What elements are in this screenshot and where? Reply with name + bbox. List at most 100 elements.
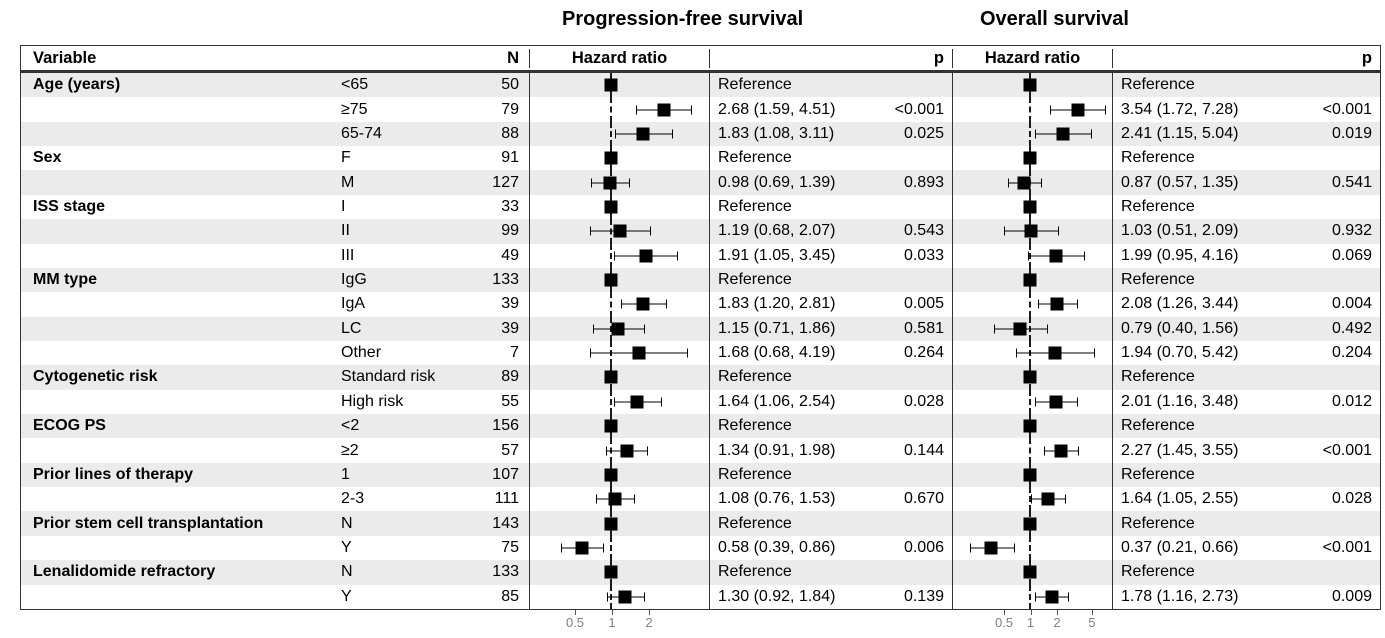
pfs-estimate-cell: 1.30 (0.92, 1.84) 0.139	[710, 585, 952, 609]
pfs-estimate-cell: Reference	[710, 560, 952, 584]
pfs-hr-marker	[618, 590, 632, 604]
subgroup-cell: Standard risk	[341, 368, 436, 386]
os-reference-line	[1028, 292, 1031, 317]
os-estimate-cell: 1.78 (1.16, 2.73) 0.009	[1113, 585, 1380, 609]
os-reference-line	[1028, 584, 1031, 609]
pfs-estimate-text: Reference	[718, 271, 792, 289]
table-row: IgA 39 1.83 (1.20, 2.81) 0.005 2.08 (1.26, 3…	[21, 292, 1380, 317]
pfs-forest-cell	[529, 170, 710, 195]
os-estimate-cell: 0.79 (0.40, 1.56) 0.492	[1113, 317, 1380, 341]
pfs-estimate-text: 2.68 (1.59, 4.51)	[718, 100, 836, 118]
pfs-p-value: 0.264	[903, 344, 944, 362]
pfs-ci-cap	[602, 543, 604, 553]
pfs-reference-line	[610, 121, 612, 147]
variable-cell	[21, 97, 341, 121]
os-forest-cell	[952, 243, 1113, 268]
pfs-p-value: 0.893	[903, 173, 944, 191]
os-p-value: 0.541	[1331, 173, 1372, 191]
os-hr-marker	[1023, 370, 1036, 384]
os-estimate-text: 2.27 (1.45, 3.55)	[1121, 441, 1239, 459]
pfs-p-value: 0.028	[903, 392, 944, 410]
os-reference-line	[1028, 97, 1031, 122]
n-cell: 127	[492, 173, 519, 191]
os-axis-tick	[1030, 610, 1032, 615]
os-ci-cap	[1076, 299, 1078, 309]
os-estimate-text: Reference	[1121, 417, 1195, 435]
variable-cell: Sex	[33, 149, 62, 167]
subgroup-cell: Other	[341, 344, 382, 362]
pfs-hr-marker	[604, 370, 618, 384]
os-ci-cap	[1035, 397, 1037, 407]
os-hr-marker	[1049, 249, 1063, 263]
os-forest-cell	[952, 487, 1113, 512]
variable-cell: Prior lines of therapy	[33, 465, 194, 483]
n-cell: 50	[501, 76, 519, 94]
n-cell: 33	[501, 197, 519, 215]
os-ci-cap	[1065, 494, 1067, 504]
os-ci-cap	[1077, 446, 1079, 456]
os-axis-tick-label: 0.5	[994, 615, 1014, 630]
pfs-hr-marker	[604, 273, 618, 287]
pfs-hr-marker	[604, 78, 618, 92]
pfs-reference-line	[610, 97, 612, 122]
os-p-value: 0.009	[1331, 587, 1372, 605]
os-hr-marker	[1013, 322, 1027, 336]
variable-cell: ECOG PS	[33, 417, 106, 435]
n-cell: 55	[501, 392, 519, 410]
os-estimate-cell: 1.99 (0.95, 4.16) 0.069	[1113, 244, 1380, 268]
pfs-p-value: 0.144	[903, 441, 944, 459]
pfs-panel-title: Progression-free survival	[562, 8, 804, 30]
os-forest-cell	[952, 584, 1113, 609]
os-estimate-text: 1.94 (0.70, 5.42)	[1121, 344, 1239, 362]
pfs-p-value: 0.033	[903, 246, 944, 264]
pfs-estimate-text: 1.34 (0.91, 1.98)	[718, 441, 836, 459]
table-row: ISS stage I 33 Reference Reference	[21, 194, 1380, 220]
os-forest-cell	[952, 219, 1113, 244]
pfs-ci-cap	[666, 299, 668, 309]
os-estimate-cell: 3.54 (1.72, 7.28) <0.001	[1113, 97, 1380, 121]
pfs-hr-marker	[604, 565, 618, 579]
pfs-p-value: 0.543	[903, 222, 944, 240]
subgroup-cell: N	[341, 563, 353, 581]
subgroup-cell: ≥2	[341, 441, 359, 459]
pfs-p-value: 0.025	[903, 124, 944, 142]
os-estimate-text: Reference	[1121, 76, 1195, 94]
subgroup-cell: 2-3	[341, 490, 365, 508]
os-forest-cell	[952, 365, 1113, 390]
variable-cell: Prior stem cell transplantation	[33, 514, 264, 532]
os-estimate-cell: 2.41 (1.15, 5.04) 0.019	[1113, 122, 1380, 146]
n-cell: 99	[501, 222, 519, 240]
os-reference-line	[1028, 438, 1031, 463]
pfs-estimate-cell: Reference	[710, 146, 952, 170]
os-ci-cap	[1013, 543, 1015, 553]
os-hr-marker	[1023, 151, 1036, 165]
os-estimate-cell: 2.01 (1.16, 3.48) 0.012	[1113, 390, 1380, 414]
pfs-estimate-text: 1.64 (1.06, 2.54)	[718, 392, 836, 410]
pfs-ci-cap	[615, 129, 617, 139]
pfs-forest-cell	[529, 389, 710, 415]
pfs-estimate-cell: 1.83 (1.20, 2.81) 0.005	[710, 292, 952, 316]
pfs-ci-cap	[649, 226, 651, 236]
header-os-p-label: p	[1361, 48, 1372, 67]
pfs-estimate-text: Reference	[718, 563, 792, 581]
n-cell: 57	[501, 441, 519, 459]
variable-cell	[21, 244, 341, 268]
subgroup-cell: 65-74	[341, 124, 382, 142]
pfs-forest-cell	[529, 535, 710, 561]
table-row: Age (years) <65 50 Reference Reference	[21, 73, 1380, 98]
os-estimate-cell: Reference	[1113, 511, 1380, 535]
pfs-estimate-text: 1.08 (0.76, 1.53)	[718, 490, 836, 508]
pfs-forest-cell	[529, 365, 710, 390]
os-axis-tick-label: 1	[1026, 615, 1035, 630]
variable-cell	[21, 219, 341, 243]
os-estimate-cell: Reference	[1113, 268, 1380, 292]
os-estimate-cell: 0.37 (0.21, 0.66) <0.001	[1113, 536, 1380, 560]
pfs-p-value: <0.001	[894, 100, 944, 118]
os-ci-cap	[969, 543, 971, 553]
os-hr-marker	[1049, 395, 1063, 409]
os-estimate-text: Reference	[1121, 465, 1195, 483]
os-estimate-cell: 2.08 (1.26, 3.44) 0.004	[1113, 292, 1380, 316]
pfs-estimate-cell: Reference	[710, 511, 952, 535]
variable-cell	[21, 170, 341, 194]
